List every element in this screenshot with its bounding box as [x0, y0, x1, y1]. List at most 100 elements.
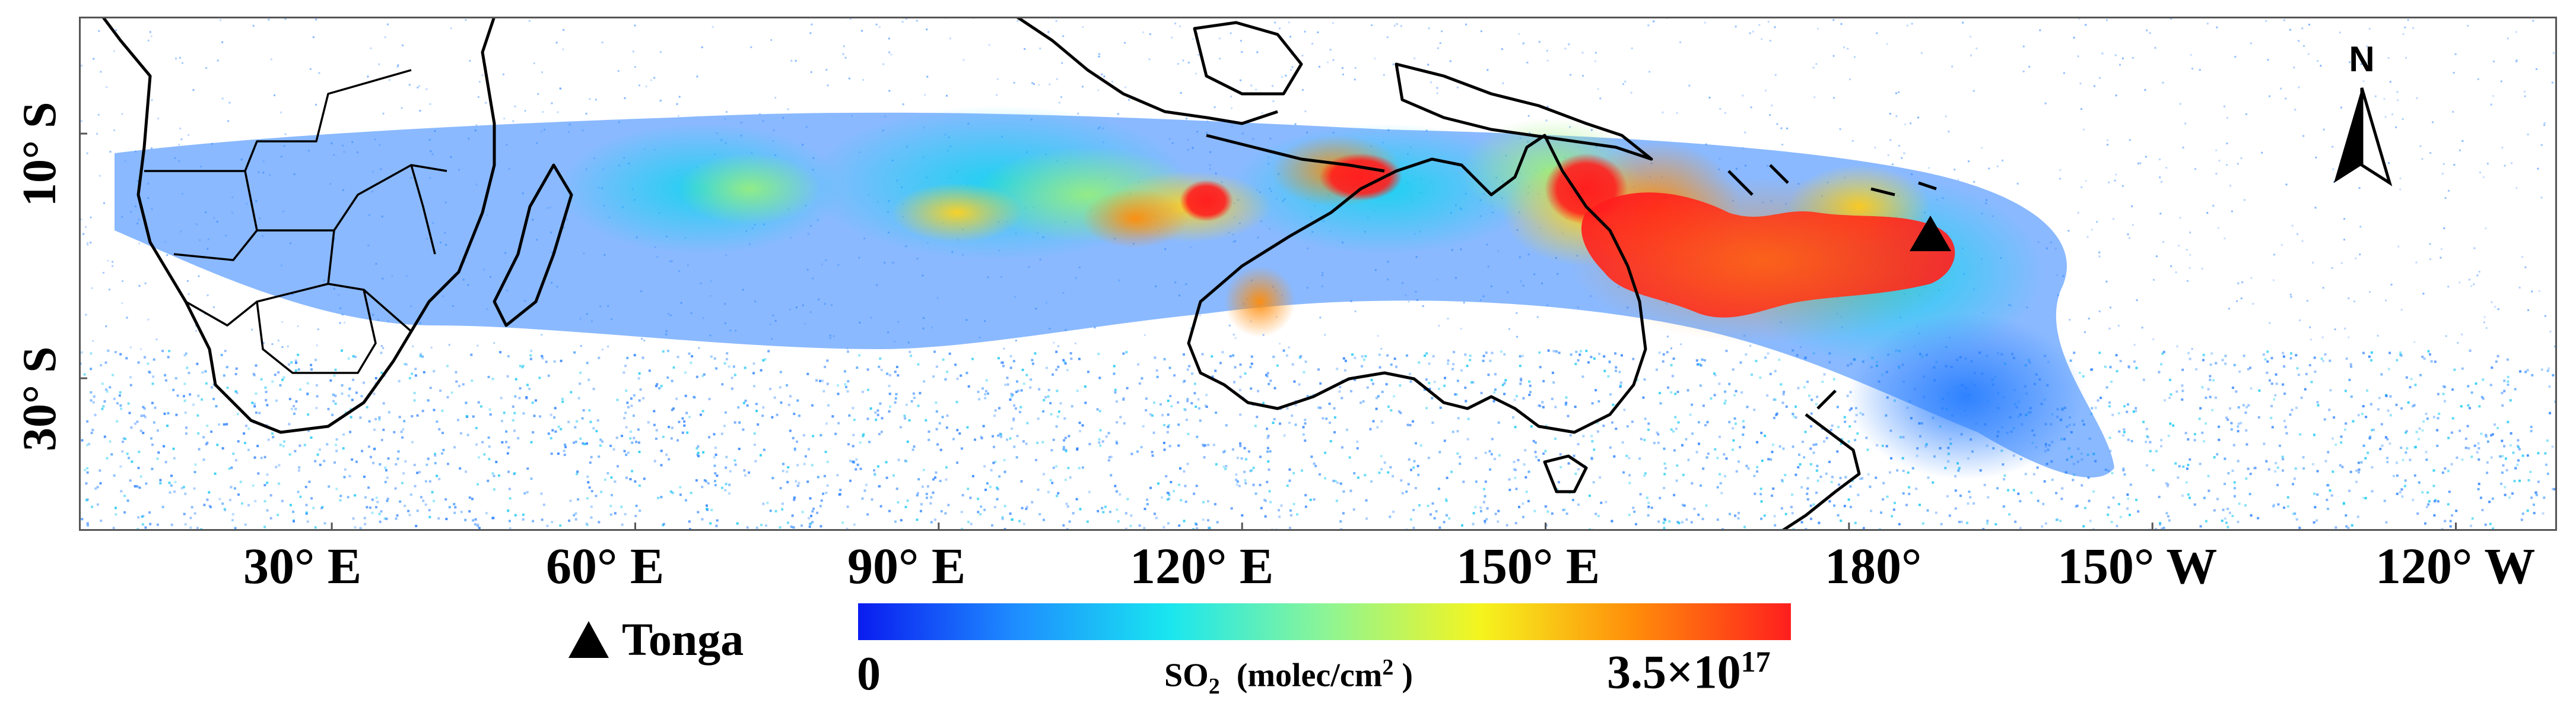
noise-pixel	[503, 118, 506, 120]
noise-pixel	[932, 491, 935, 494]
noise-pixel	[924, 94, 926, 96]
noise-pixel	[1130, 452, 1133, 455]
noise-pixel	[317, 328, 319, 331]
noise-pixel	[114, 351, 117, 353]
noise-pixel	[528, 388, 531, 390]
noise-pixel	[1329, 49, 1332, 51]
noise-pixel	[2022, 45, 2025, 48]
noise-pixel	[509, 520, 511, 523]
noise-pixel	[2306, 300, 2308, 302]
noise-pixel	[1655, 368, 1658, 371]
noise-pixel	[2129, 139, 2131, 141]
noise-pixel	[839, 489, 842, 492]
noise-pixel	[408, 84, 411, 86]
noise-pixel	[307, 429, 310, 432]
noise-pixel	[2127, 497, 2130, 500]
noise-pixel	[282, 440, 285, 443]
noise-pixel	[2244, 412, 2247, 414]
noise-pixel	[2069, 319, 2071, 321]
noise-pixel	[1341, 397, 1343, 400]
noise-pixel	[1774, 398, 1777, 401]
noise-pixel	[1202, 501, 1205, 504]
noise-pixel	[395, 517, 398, 520]
noise-pixel	[1624, 80, 1627, 83]
noise-pixel	[980, 505, 983, 508]
noise-pixel	[1729, 512, 1732, 515]
noise-pixel	[1716, 518, 1719, 521]
noise-pixel	[396, 514, 399, 517]
noise-pixel	[2224, 457, 2226, 460]
noise-pixel	[563, 454, 566, 456]
noise-pixel	[1609, 446, 1612, 449]
noise-pixel	[1042, 410, 1045, 413]
noise-pixel	[2145, 156, 2147, 158]
noise-pixel	[420, 353, 423, 356]
noise-pixel	[2404, 479, 2407, 482]
noise-pixel	[541, 357, 544, 360]
noise-pixel	[1436, 92, 1438, 94]
noise-pixel	[2266, 350, 2269, 353]
noise-pixel	[1001, 361, 1004, 364]
noise-pixel	[787, 108, 789, 110]
noise-pixel	[1235, 479, 1238, 482]
noise-pixel	[779, 371, 782, 374]
noise-pixel	[1489, 468, 1491, 471]
noise-pixel	[1057, 410, 1060, 413]
noise-pixel	[2390, 283, 2393, 286]
noise-pixel	[1263, 498, 1266, 501]
noise-pixel	[1552, 350, 1555, 353]
noise-pixel	[823, 474, 826, 477]
noise-pixel	[2165, 482, 2168, 485]
noise-pixel	[100, 520, 103, 522]
noise-pixel	[2470, 285, 2473, 287]
noise-pixel	[1818, 521, 1821, 524]
noise-pixel	[263, 526, 266, 528]
noise-pixel	[2244, 504, 2247, 507]
noise-pixel	[1547, 349, 1550, 352]
noise-pixel	[175, 413, 178, 416]
noise-pixel	[681, 431, 684, 434]
noise-pixel	[1039, 48, 1041, 50]
noise-pixel	[949, 37, 951, 40]
noise-pixel	[2237, 425, 2240, 428]
noise-pixel	[2424, 522, 2426, 525]
noise-pixel	[2022, 70, 2025, 72]
noise-pixel	[1732, 448, 1734, 451]
noise-pixel	[858, 354, 861, 357]
y-tick-label-10s: 10° S	[14, 102, 66, 207]
noise-pixel	[394, 487, 397, 490]
noise-pixel	[701, 518, 704, 521]
noise-pixel	[774, 97, 777, 99]
noise-pixel	[90, 242, 92, 243]
noise-pixel	[2122, 469, 2125, 471]
noise-pixel	[2145, 441, 2148, 444]
noise-pixel	[225, 366, 228, 369]
noise-pixel	[2421, 158, 2423, 160]
noise-pixel	[414, 374, 417, 377]
noise-pixel	[1663, 447, 1666, 450]
noise-pixel	[617, 70, 620, 72]
noise-pixel	[1078, 467, 1081, 470]
noise-pixel	[660, 450, 663, 452]
noise-pixel	[2160, 445, 2162, 448]
noise-pixel	[2232, 444, 2235, 447]
noise-pixel	[2266, 371, 2269, 374]
noise-pixel	[1070, 357, 1073, 360]
noise-pixel	[1219, 362, 1222, 365]
noise-pixel	[2215, 362, 2218, 365]
noise-pixel	[921, 485, 924, 488]
noise-pixel	[168, 482, 171, 485]
noise-pixel	[1732, 427, 1735, 430]
noise-pixel	[1165, 475, 1168, 477]
noise-pixel	[1303, 371, 1306, 374]
noise-pixel	[1328, 403, 1331, 405]
noise-pixel	[1538, 351, 1541, 354]
noise-pixel	[1288, 422, 1291, 424]
noise-pixel	[1948, 514, 1951, 517]
noise-pixel	[876, 465, 879, 468]
noise-pixel	[1240, 40, 1242, 42]
noise-pixel	[2350, 395, 2353, 398]
noise-pixel	[1556, 488, 1559, 490]
noise-pixel	[1114, 391, 1117, 394]
noise-pixel	[2437, 393, 2440, 395]
